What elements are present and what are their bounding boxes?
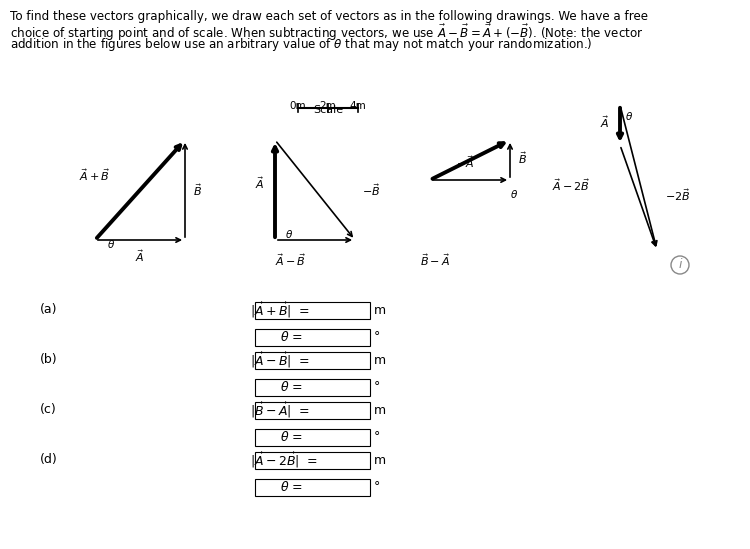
- Text: 2m: 2m: [320, 101, 336, 111]
- Text: $\vec{B}$: $\vec{B}$: [518, 150, 527, 166]
- FancyBboxPatch shape: [255, 302, 370, 319]
- Text: °: °: [374, 480, 380, 494]
- Text: $\vec{B}-\vec{A}$: $\vec{B}-\vec{A}$: [420, 252, 450, 268]
- Text: $\vec{A}+\vec{B}$: $\vec{A}+\vec{B}$: [80, 167, 110, 183]
- Text: $\vec{A}-2\vec{B}$: $\vec{A}-2\vec{B}$: [552, 177, 590, 193]
- Text: $\theta$ =: $\theta$ =: [280, 480, 303, 494]
- Text: °: °: [374, 380, 380, 394]
- FancyBboxPatch shape: [255, 452, 370, 469]
- FancyBboxPatch shape: [255, 352, 370, 369]
- Text: 4m: 4m: [350, 101, 366, 111]
- Text: $\vec{A}-\vec{B}$: $\vec{A}-\vec{B}$: [274, 252, 305, 268]
- Text: $\theta$: $\theta$: [510, 188, 518, 200]
- Text: (c): (c): [40, 404, 57, 417]
- Text: $|\vec{A} - 2\vec{B}|$  =: $|\vec{A} - 2\vec{B}|$ =: [250, 450, 318, 469]
- FancyBboxPatch shape: [255, 379, 370, 396]
- Text: m: m: [374, 404, 386, 417]
- Text: °: °: [374, 330, 380, 344]
- Text: $\theta$: $\theta$: [625, 110, 633, 122]
- Text: m: m: [374, 354, 386, 367]
- Text: $|\vec{B} - \vec{A}|$  =: $|\vec{B} - \vec{A}|$ =: [250, 400, 310, 419]
- Text: Scale: Scale: [313, 105, 343, 115]
- Text: m: m: [374, 453, 386, 467]
- FancyBboxPatch shape: [255, 479, 370, 496]
- Text: choice of starting point and of scale. When subtracting vectors, we use $\vec{A}: choice of starting point and of scale. W…: [10, 23, 644, 43]
- Text: To find these vectors graphically, we draw each set of vectors as in the followi: To find these vectors graphically, we dr…: [10, 10, 648, 23]
- Text: $\vec{A}$: $\vec{A}$: [135, 248, 145, 264]
- Text: (a): (a): [40, 304, 58, 317]
- Text: $\theta$: $\theta$: [107, 238, 116, 250]
- Text: $\vec{A}$: $\vec{A}$: [599, 114, 609, 130]
- Text: °: °: [374, 430, 380, 444]
- Text: $\theta$: $\theta$: [285, 228, 293, 240]
- FancyBboxPatch shape: [255, 402, 370, 419]
- FancyBboxPatch shape: [255, 429, 370, 446]
- Text: (d): (d): [40, 453, 58, 467]
- FancyBboxPatch shape: [255, 329, 370, 346]
- Text: addition in the figures below use an arbitrary value of $\theta$ that may not ma: addition in the figures below use an arb…: [10, 36, 592, 53]
- Text: $-\vec{B}$: $-\vec{B}$: [362, 182, 380, 198]
- Text: (b): (b): [40, 354, 58, 367]
- Text: $|\vec{A} - \vec{B}|$  =: $|\vec{A} - \vec{B}|$ =: [250, 350, 310, 369]
- Text: $\vec{A}$: $\vec{A}$: [254, 175, 264, 191]
- Text: $-\vec{A}$: $-\vec{A}$: [456, 154, 474, 170]
- Text: $|\vec{A} + \vec{B}|$  =: $|\vec{A} + \vec{B}|$ =: [250, 300, 310, 320]
- Text: m: m: [374, 304, 386, 317]
- Text: $\theta$ =: $\theta$ =: [280, 380, 303, 394]
- Text: $\vec{B}$: $\vec{B}$: [193, 182, 202, 198]
- Text: 0m: 0m: [290, 101, 306, 111]
- Text: $\theta$ =: $\theta$ =: [280, 330, 303, 344]
- Text: $\theta$ =: $\theta$ =: [280, 430, 303, 444]
- Text: i: i: [678, 259, 682, 272]
- Text: $-2\vec{B}$: $-2\vec{B}$: [665, 187, 690, 203]
